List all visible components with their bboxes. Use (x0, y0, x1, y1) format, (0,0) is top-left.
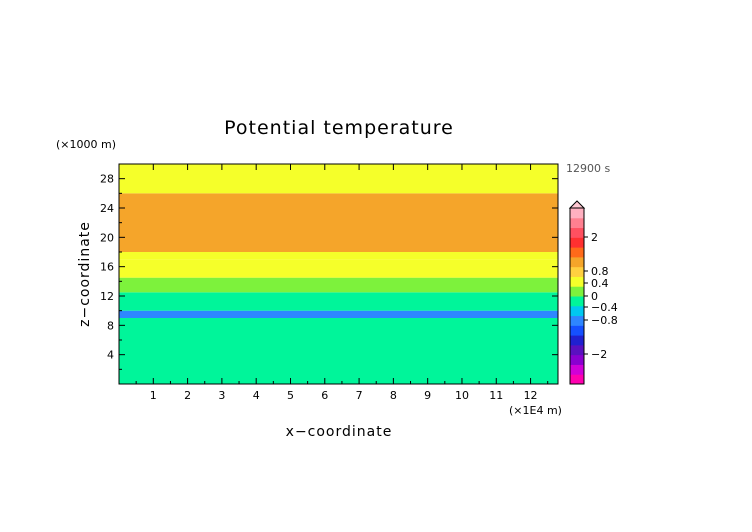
contour-field (119, 164, 558, 384)
y-unit-label: (×1000 m) (56, 138, 116, 151)
x-tick-label-10: 11 (489, 389, 503, 402)
x-tick-label-11: 12 (524, 389, 538, 402)
plot-border (118, 163, 559, 385)
contour-band-4 (119, 259, 558, 278)
colorbar-segment-16 (570, 217, 584, 229)
contour-band-7 (119, 164, 558, 194)
colorbar-segment-2 (570, 354, 584, 365)
x-tick-label-9: 10 (455, 389, 469, 402)
x-tick-label-1: 2 (184, 389, 191, 402)
y-tick-label-2: 12 (100, 290, 114, 303)
colorbar-label-6: −2 (591, 348, 607, 361)
contour-band-0 (119, 318, 558, 384)
x-unit-label: (×1E4 m) (509, 404, 562, 417)
x-axis-label: x−coordinate (286, 424, 393, 440)
time-label: 12900 s (566, 162, 610, 175)
y-tick-label-6: 28 (100, 173, 114, 186)
colorbar-label-0: 2 (591, 231, 598, 244)
colorbar-label-2: 0.4 (591, 277, 609, 290)
colorbar-label-1: 0.8 (591, 265, 609, 278)
colorbar-label-3: 0 (591, 290, 598, 303)
colorbar-segment-7 (570, 305, 584, 317)
colorbar-segment-14 (570, 237, 584, 248)
x-tick-label-4: 5 (287, 389, 294, 402)
colorbar-segment-3 (570, 344, 584, 356)
colorbar: 2 0.80.40−0.4−0.8 −2 (568, 200, 618, 385)
y-tick-label-3: 16 (100, 261, 114, 274)
x-tick-label-7: 8 (390, 389, 397, 402)
contour-band-6 (119, 193, 558, 252)
contour-band-3 (119, 277, 558, 293)
colorbar-segment-17 (570, 208, 584, 219)
colorbar-segment-6 (570, 315, 584, 326)
x-axis: 1 2 3 4 5 6 7 8 9 10 11 12 (135, 164, 549, 402)
colorbar-label-5: −0.8 (591, 314, 618, 327)
colorbar-segment-15 (570, 227, 584, 238)
plot-frame (118, 163, 559, 385)
y-tick-label-0: 4 (107, 349, 114, 362)
colorbar-segment-12 (570, 256, 584, 268)
y-tick-label-1: 8 (107, 319, 114, 332)
contour-band-1 (119, 310, 558, 318)
x-tick-label-2: 3 (218, 389, 225, 402)
y-axis: 4 8 12 16 20 24 28 (100, 173, 558, 370)
x-tick-label-8: 9 (424, 389, 431, 402)
x-tick-label-5: 6 (321, 389, 328, 402)
colorbar-segment-8 (570, 296, 584, 307)
x-tick-label-3: 4 (253, 389, 260, 402)
contour-band-2 (119, 292, 558, 311)
colorbar-segment-10 (570, 276, 584, 287)
colorbar-segment-1 (570, 364, 584, 375)
colorbar-segment-13 (570, 247, 584, 258)
x-tick-label-0: 1 (150, 389, 157, 402)
colorbar-segment-5 (570, 325, 584, 336)
colorbar-label-4: −0.4 (591, 301, 618, 314)
colorbar-segment-4 (570, 335, 584, 346)
contour-band-5 (119, 252, 558, 260)
colorbar-segment-0 (570, 374, 584, 385)
colorbar-extend-triangle (568, 200, 586, 209)
y-tick-label-4: 20 (100, 231, 114, 244)
y-tick-label-5: 24 (100, 202, 114, 215)
colorbar-segment-9 (570, 286, 584, 297)
chart-title: Potential temperature (224, 117, 454, 139)
y-axis-label: z−coordinate (77, 221, 93, 327)
colorbar-segment-11 (570, 266, 584, 277)
x-tick-label-6: 7 (356, 389, 363, 402)
